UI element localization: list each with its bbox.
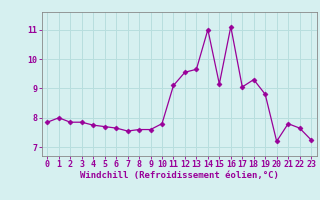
X-axis label: Windchill (Refroidissement éolien,°C): Windchill (Refroidissement éolien,°C) [80, 171, 279, 180]
